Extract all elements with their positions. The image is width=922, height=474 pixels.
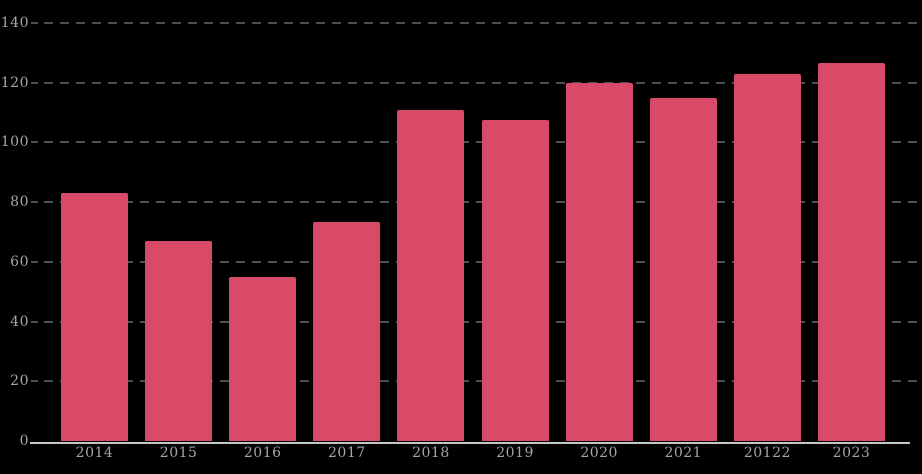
bar-2020	[565, 82, 633, 441]
bar-2021	[649, 97, 717, 441]
y-tick-label: 0	[19, 433, 29, 449]
y-tick-mark	[31, 22, 38, 24]
bar-2015	[145, 240, 213, 441]
y-tick-mark	[31, 141, 38, 144]
y-tick-label: 140	[0, 15, 29, 31]
bar-2023	[817, 63, 885, 441]
bars-layer	[30, 23, 922, 441]
y-tick-mark	[31, 201, 38, 204]
x-tick-label-2015: 2015	[159, 445, 198, 461]
y-tick-label: 120	[0, 74, 29, 91]
y-tick-mark	[31, 380, 38, 383]
x-tick-label-2017: 2017	[328, 445, 366, 461]
x-tick-label-2014: 2014	[75, 445, 114, 461]
y-tick-label: 60	[10, 253, 29, 270]
bar-2014	[61, 193, 128, 441]
y-axis: 0 20 40 60 80 100 120 140	[0, 16, 29, 448]
bar-2018	[397, 109, 465, 441]
x-tick-label-20122: 20122	[743, 445, 791, 461]
y-tick-mark	[31, 81, 38, 84]
x-axis: 2014 2015 2016 2017 2018 2019 2020 2021 20122 202…	[30, 445, 922, 461]
x-tick-label-2023: 2023	[832, 445, 871, 461]
y-tick-mark	[31, 260, 38, 263]
x-tick-label-2016: 2016	[243, 445, 282, 461]
x-tick-label-2020: 2020	[580, 445, 618, 461]
x-tick-label-2019: 2019	[496, 445, 534, 461]
x-tick-label-2021: 2021	[664, 445, 703, 461]
x-axis-line	[30, 442, 910, 444]
y-tick-label: 80	[10, 194, 29, 211]
bar-2016	[229, 276, 297, 441]
x-tick-label-2018: 2018	[412, 445, 450, 461]
y-tick-label: 40	[10, 313, 29, 330]
bar-20122	[733, 73, 801, 441]
bar-2017	[313, 221, 381, 441]
y-tick-mark	[31, 320, 38, 323]
y-tick-label: 100	[0, 134, 29, 151]
gridline-y140	[31, 22, 922, 24]
gridline-y120	[31, 81, 922, 84]
y-tick-label: 20	[10, 373, 29, 390]
bar-2019	[481, 120, 549, 441]
